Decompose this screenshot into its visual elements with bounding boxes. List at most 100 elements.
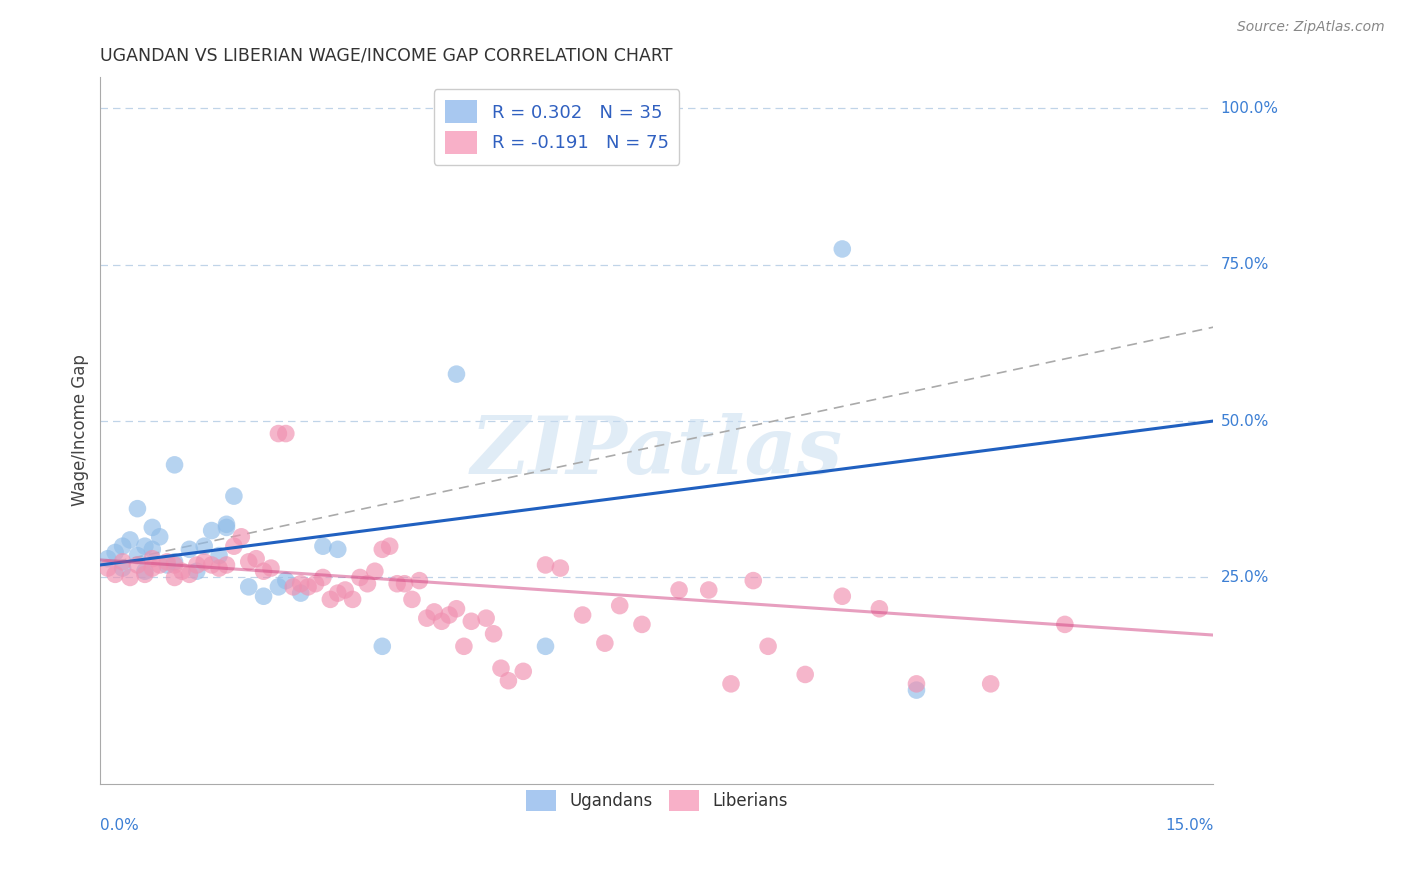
Point bbox=[149, 558, 172, 572]
Point bbox=[326, 586, 349, 600]
Point bbox=[378, 539, 401, 553]
Point bbox=[274, 574, 297, 588]
Point bbox=[831, 589, 853, 603]
Point bbox=[179, 567, 201, 582]
Point bbox=[193, 539, 215, 553]
Point bbox=[163, 570, 186, 584]
Point bbox=[141, 561, 163, 575]
Point bbox=[252, 564, 274, 578]
Point bbox=[385, 576, 408, 591]
Point bbox=[668, 582, 690, 597]
Text: 75.0%: 75.0% bbox=[1220, 257, 1270, 272]
Point bbox=[342, 592, 364, 607]
Point bbox=[905, 677, 928, 691]
Point bbox=[274, 426, 297, 441]
Point bbox=[312, 539, 335, 553]
Point bbox=[423, 605, 446, 619]
Text: 25.0%: 25.0% bbox=[1220, 570, 1270, 585]
Point bbox=[193, 555, 215, 569]
Point bbox=[127, 501, 149, 516]
Point bbox=[453, 640, 475, 654]
Point bbox=[208, 549, 231, 563]
Text: ZIPatlas: ZIPatlas bbox=[471, 413, 842, 491]
Point bbox=[127, 558, 149, 572]
Point bbox=[446, 367, 468, 381]
Point bbox=[222, 489, 245, 503]
Point bbox=[111, 561, 134, 575]
Point bbox=[134, 564, 156, 578]
Point bbox=[371, 640, 394, 654]
Point bbox=[141, 542, 163, 557]
Point bbox=[201, 558, 224, 572]
Point bbox=[179, 542, 201, 557]
Point bbox=[118, 570, 141, 584]
Point bbox=[118, 533, 141, 547]
Point bbox=[104, 545, 127, 559]
Point bbox=[267, 426, 290, 441]
Point bbox=[111, 555, 134, 569]
Point bbox=[512, 665, 534, 679]
Point bbox=[222, 539, 245, 553]
Y-axis label: Wage/Income Gap: Wage/Income Gap bbox=[72, 354, 89, 507]
Point bbox=[550, 561, 572, 575]
Point bbox=[416, 611, 439, 625]
Text: UGANDAN VS LIBERIAN WAGE/INCOME GAP CORRELATION CHART: UGANDAN VS LIBERIAN WAGE/INCOME GAP CORR… bbox=[100, 46, 673, 64]
Point bbox=[335, 582, 357, 597]
Point bbox=[290, 576, 312, 591]
Point bbox=[489, 661, 512, 675]
Point bbox=[742, 574, 765, 588]
Text: 15.0%: 15.0% bbox=[1166, 818, 1213, 833]
Point bbox=[163, 558, 186, 572]
Point bbox=[408, 574, 430, 588]
Point bbox=[127, 549, 149, 563]
Point bbox=[349, 570, 371, 584]
Point bbox=[831, 242, 853, 256]
Point bbox=[571, 607, 593, 622]
Legend: Ugandans, Liberians: Ugandans, Liberians bbox=[519, 783, 794, 818]
Point bbox=[163, 458, 186, 472]
Point bbox=[97, 551, 120, 566]
Point bbox=[482, 627, 505, 641]
Point bbox=[534, 558, 557, 572]
Point bbox=[97, 561, 120, 575]
Point bbox=[720, 677, 742, 691]
Point bbox=[401, 592, 423, 607]
Point bbox=[297, 580, 319, 594]
Point bbox=[697, 582, 720, 597]
Point bbox=[756, 640, 779, 654]
Point bbox=[215, 517, 238, 532]
Text: 100.0%: 100.0% bbox=[1220, 101, 1278, 116]
Text: 0.0%: 0.0% bbox=[100, 818, 139, 833]
Point bbox=[980, 677, 1002, 691]
Point bbox=[430, 615, 453, 629]
Point bbox=[371, 542, 394, 557]
Point bbox=[238, 555, 260, 569]
Point bbox=[134, 567, 156, 582]
Point bbox=[609, 599, 631, 613]
Point bbox=[593, 636, 616, 650]
Point bbox=[252, 589, 274, 603]
Point bbox=[245, 551, 267, 566]
Point bbox=[283, 580, 305, 594]
Point bbox=[186, 558, 208, 572]
Point bbox=[364, 564, 387, 578]
Point bbox=[141, 520, 163, 534]
Point bbox=[141, 551, 163, 566]
Point bbox=[111, 539, 134, 553]
Text: 50.0%: 50.0% bbox=[1220, 414, 1270, 428]
Point bbox=[475, 611, 498, 625]
Point bbox=[534, 640, 557, 654]
Point bbox=[794, 667, 817, 681]
Point bbox=[156, 558, 179, 572]
Point bbox=[163, 555, 186, 569]
Point bbox=[446, 601, 468, 615]
Point bbox=[215, 558, 238, 572]
Point bbox=[231, 530, 253, 544]
Point bbox=[149, 530, 172, 544]
Point bbox=[267, 580, 290, 594]
Point bbox=[215, 520, 238, 534]
Point bbox=[290, 586, 312, 600]
Point bbox=[498, 673, 520, 688]
Point bbox=[104, 567, 127, 582]
Point bbox=[201, 524, 224, 538]
